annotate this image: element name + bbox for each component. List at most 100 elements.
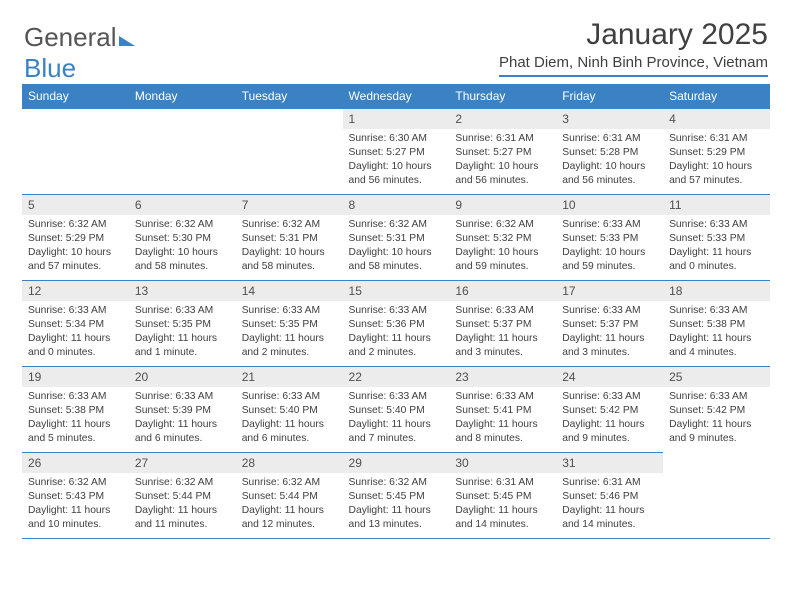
sunrise-text: Sunrise: 6:31 AM	[669, 132, 764, 146]
sunset-text: Sunset: 5:31 PM	[242, 232, 337, 246]
sunset-text: Sunset: 5:27 PM	[455, 146, 550, 160]
sunset-text: Sunset: 5:45 PM	[455, 490, 550, 504]
day-content: Sunrise: 6:33 AMSunset: 5:42 PMDaylight:…	[556, 387, 663, 448]
daylight-text: Daylight: 11 hours and 0 minutes.	[28, 332, 123, 360]
calendar-day-cell	[663, 453, 770, 539]
sunrise-text: Sunrise: 6:31 AM	[455, 476, 550, 490]
calendar-day-cell: 27Sunrise: 6:32 AMSunset: 5:44 PMDayligh…	[129, 453, 236, 539]
day-content: Sunrise: 6:32 AMSunset: 5:32 PMDaylight:…	[449, 215, 556, 276]
sunset-text: Sunset: 5:37 PM	[562, 318, 657, 332]
sunrise-text: Sunrise: 6:33 AM	[242, 390, 337, 404]
daylight-text: Daylight: 11 hours and 3 minutes.	[455, 332, 550, 360]
day-number: 22	[343, 367, 450, 387]
calendar-day-cell: 31Sunrise: 6:31 AMSunset: 5:46 PMDayligh…	[556, 453, 663, 539]
sunset-text: Sunset: 5:27 PM	[349, 146, 444, 160]
day-number: 8	[343, 195, 450, 215]
calendar-day-cell	[22, 109, 129, 195]
sunset-text: Sunset: 5:30 PM	[135, 232, 230, 246]
calendar-day-cell: 15Sunrise: 6:33 AMSunset: 5:36 PMDayligh…	[343, 281, 450, 367]
calendar-day-cell: 3Sunrise: 6:31 AMSunset: 5:28 PMDaylight…	[556, 109, 663, 195]
day-content: Sunrise: 6:31 AMSunset: 5:27 PMDaylight:…	[449, 129, 556, 190]
day-number: 13	[129, 281, 236, 301]
sunset-text: Sunset: 5:29 PM	[28, 232, 123, 246]
day-number: 16	[449, 281, 556, 301]
day-number: 1	[343, 109, 450, 129]
day-content: Sunrise: 6:33 AMSunset: 5:37 PMDaylight:…	[556, 301, 663, 362]
sunset-text: Sunset: 5:40 PM	[349, 404, 444, 418]
day-number: 29	[343, 453, 450, 473]
calendar-day-cell: 29Sunrise: 6:32 AMSunset: 5:45 PMDayligh…	[343, 453, 450, 539]
sunrise-text: Sunrise: 6:32 AM	[455, 218, 550, 232]
sunrise-text: Sunrise: 6:31 AM	[455, 132, 550, 146]
sunset-text: Sunset: 5:33 PM	[562, 232, 657, 246]
day-content: Sunrise: 6:32 AMSunset: 5:43 PMDaylight:…	[22, 473, 129, 534]
sunrise-text: Sunrise: 6:33 AM	[135, 304, 230, 318]
calendar-day-cell: 9Sunrise: 6:32 AMSunset: 5:32 PMDaylight…	[449, 195, 556, 281]
sunset-text: Sunset: 5:44 PM	[135, 490, 230, 504]
daylight-text: Daylight: 11 hours and 4 minutes.	[669, 332, 764, 360]
day-content: Sunrise: 6:32 AMSunset: 5:45 PMDaylight:…	[343, 473, 450, 534]
day-number: 30	[449, 453, 556, 473]
daylight-text: Daylight: 10 hours and 58 minutes.	[242, 246, 337, 274]
daylight-text: Daylight: 10 hours and 59 minutes.	[455, 246, 550, 274]
sunset-text: Sunset: 5:46 PM	[562, 490, 657, 504]
day-content: Sunrise: 6:33 AMSunset: 5:41 PMDaylight:…	[449, 387, 556, 448]
calendar-week-row: 5Sunrise: 6:32 AMSunset: 5:29 PMDaylight…	[22, 195, 770, 281]
calendar-week-row: 26Sunrise: 6:32 AMSunset: 5:43 PMDayligh…	[22, 453, 770, 539]
day-content: Sunrise: 6:31 AMSunset: 5:29 PMDaylight:…	[663, 129, 770, 190]
logo-text-1: General	[24, 22, 117, 52]
day-content: Sunrise: 6:33 AMSunset: 5:36 PMDaylight:…	[343, 301, 450, 362]
day-content: Sunrise: 6:32 AMSunset: 5:44 PMDaylight:…	[236, 473, 343, 534]
day-content: Sunrise: 6:32 AMSunset: 5:29 PMDaylight:…	[22, 215, 129, 276]
daylight-text: Daylight: 11 hours and 12 minutes.	[242, 504, 337, 532]
day-content: Sunrise: 6:32 AMSunset: 5:30 PMDaylight:…	[129, 215, 236, 276]
sunrise-text: Sunrise: 6:32 AM	[135, 218, 230, 232]
sunset-text: Sunset: 5:33 PM	[669, 232, 764, 246]
calendar-week-row: 12Sunrise: 6:33 AMSunset: 5:34 PMDayligh…	[22, 281, 770, 367]
daylight-text: Daylight: 10 hours and 57 minutes.	[669, 160, 764, 188]
calendar-day-cell: 28Sunrise: 6:32 AMSunset: 5:44 PMDayligh…	[236, 453, 343, 539]
calendar-day-cell: 13Sunrise: 6:33 AMSunset: 5:35 PMDayligh…	[129, 281, 236, 367]
daylight-text: Daylight: 11 hours and 6 minutes.	[135, 418, 230, 446]
sunrise-text: Sunrise: 6:33 AM	[562, 304, 657, 318]
daylight-text: Daylight: 11 hours and 0 minutes.	[669, 246, 764, 274]
sunrise-text: Sunrise: 6:33 AM	[349, 390, 444, 404]
daylight-text: Daylight: 10 hours and 56 minutes.	[455, 160, 550, 188]
calendar-table: SundayMondayTuesdayWednesdayThursdayFrid…	[22, 84, 770, 539]
calendar-day-cell: 7Sunrise: 6:32 AMSunset: 5:31 PMDaylight…	[236, 195, 343, 281]
day-content: Sunrise: 6:33 AMSunset: 5:35 PMDaylight:…	[129, 301, 236, 362]
day-number: 2	[449, 109, 556, 129]
sunset-text: Sunset: 5:29 PM	[669, 146, 764, 160]
sunrise-text: Sunrise: 6:33 AM	[669, 390, 764, 404]
sunrise-text: Sunrise: 6:33 AM	[669, 218, 764, 232]
daylight-text: Daylight: 11 hours and 6 minutes.	[242, 418, 337, 446]
daylight-text: Daylight: 11 hours and 5 minutes.	[28, 418, 123, 446]
day-number: 28	[236, 453, 343, 473]
day-number: 14	[236, 281, 343, 301]
day-content: Sunrise: 6:33 AMSunset: 5:34 PMDaylight:…	[22, 301, 129, 362]
day-content: Sunrise: 6:31 AMSunset: 5:45 PMDaylight:…	[449, 473, 556, 534]
day-number: 6	[129, 195, 236, 215]
weekday-header: Monday	[129, 84, 236, 109]
daylight-text: Daylight: 11 hours and 3 minutes.	[562, 332, 657, 360]
sunset-text: Sunset: 5:45 PM	[349, 490, 444, 504]
calendar-day-cell: 6Sunrise: 6:32 AMSunset: 5:30 PMDaylight…	[129, 195, 236, 281]
sunset-text: Sunset: 5:43 PM	[28, 490, 123, 504]
daylight-text: Daylight: 11 hours and 14 minutes.	[455, 504, 550, 532]
logo-triangle-icon	[119, 36, 135, 46]
day-number: 25	[663, 367, 770, 387]
calendar-day-cell: 10Sunrise: 6:33 AMSunset: 5:33 PMDayligh…	[556, 195, 663, 281]
sunset-text: Sunset: 5:42 PM	[562, 404, 657, 418]
sunset-text: Sunset: 5:31 PM	[349, 232, 444, 246]
calendar-day-cell: 20Sunrise: 6:33 AMSunset: 5:39 PMDayligh…	[129, 367, 236, 453]
sunset-text: Sunset: 5:34 PM	[28, 318, 123, 332]
day-number: 23	[449, 367, 556, 387]
sunrise-text: Sunrise: 6:30 AM	[349, 132, 444, 146]
sunset-text: Sunset: 5:32 PM	[455, 232, 550, 246]
calendar-day-cell: 14Sunrise: 6:33 AMSunset: 5:35 PMDayligh…	[236, 281, 343, 367]
daylight-text: Daylight: 11 hours and 2 minutes.	[349, 332, 444, 360]
day-content: Sunrise: 6:33 AMSunset: 5:38 PMDaylight:…	[663, 301, 770, 362]
daylight-text: Daylight: 11 hours and 2 minutes.	[242, 332, 337, 360]
day-number: 18	[663, 281, 770, 301]
weekday-header: Friday	[556, 84, 663, 109]
